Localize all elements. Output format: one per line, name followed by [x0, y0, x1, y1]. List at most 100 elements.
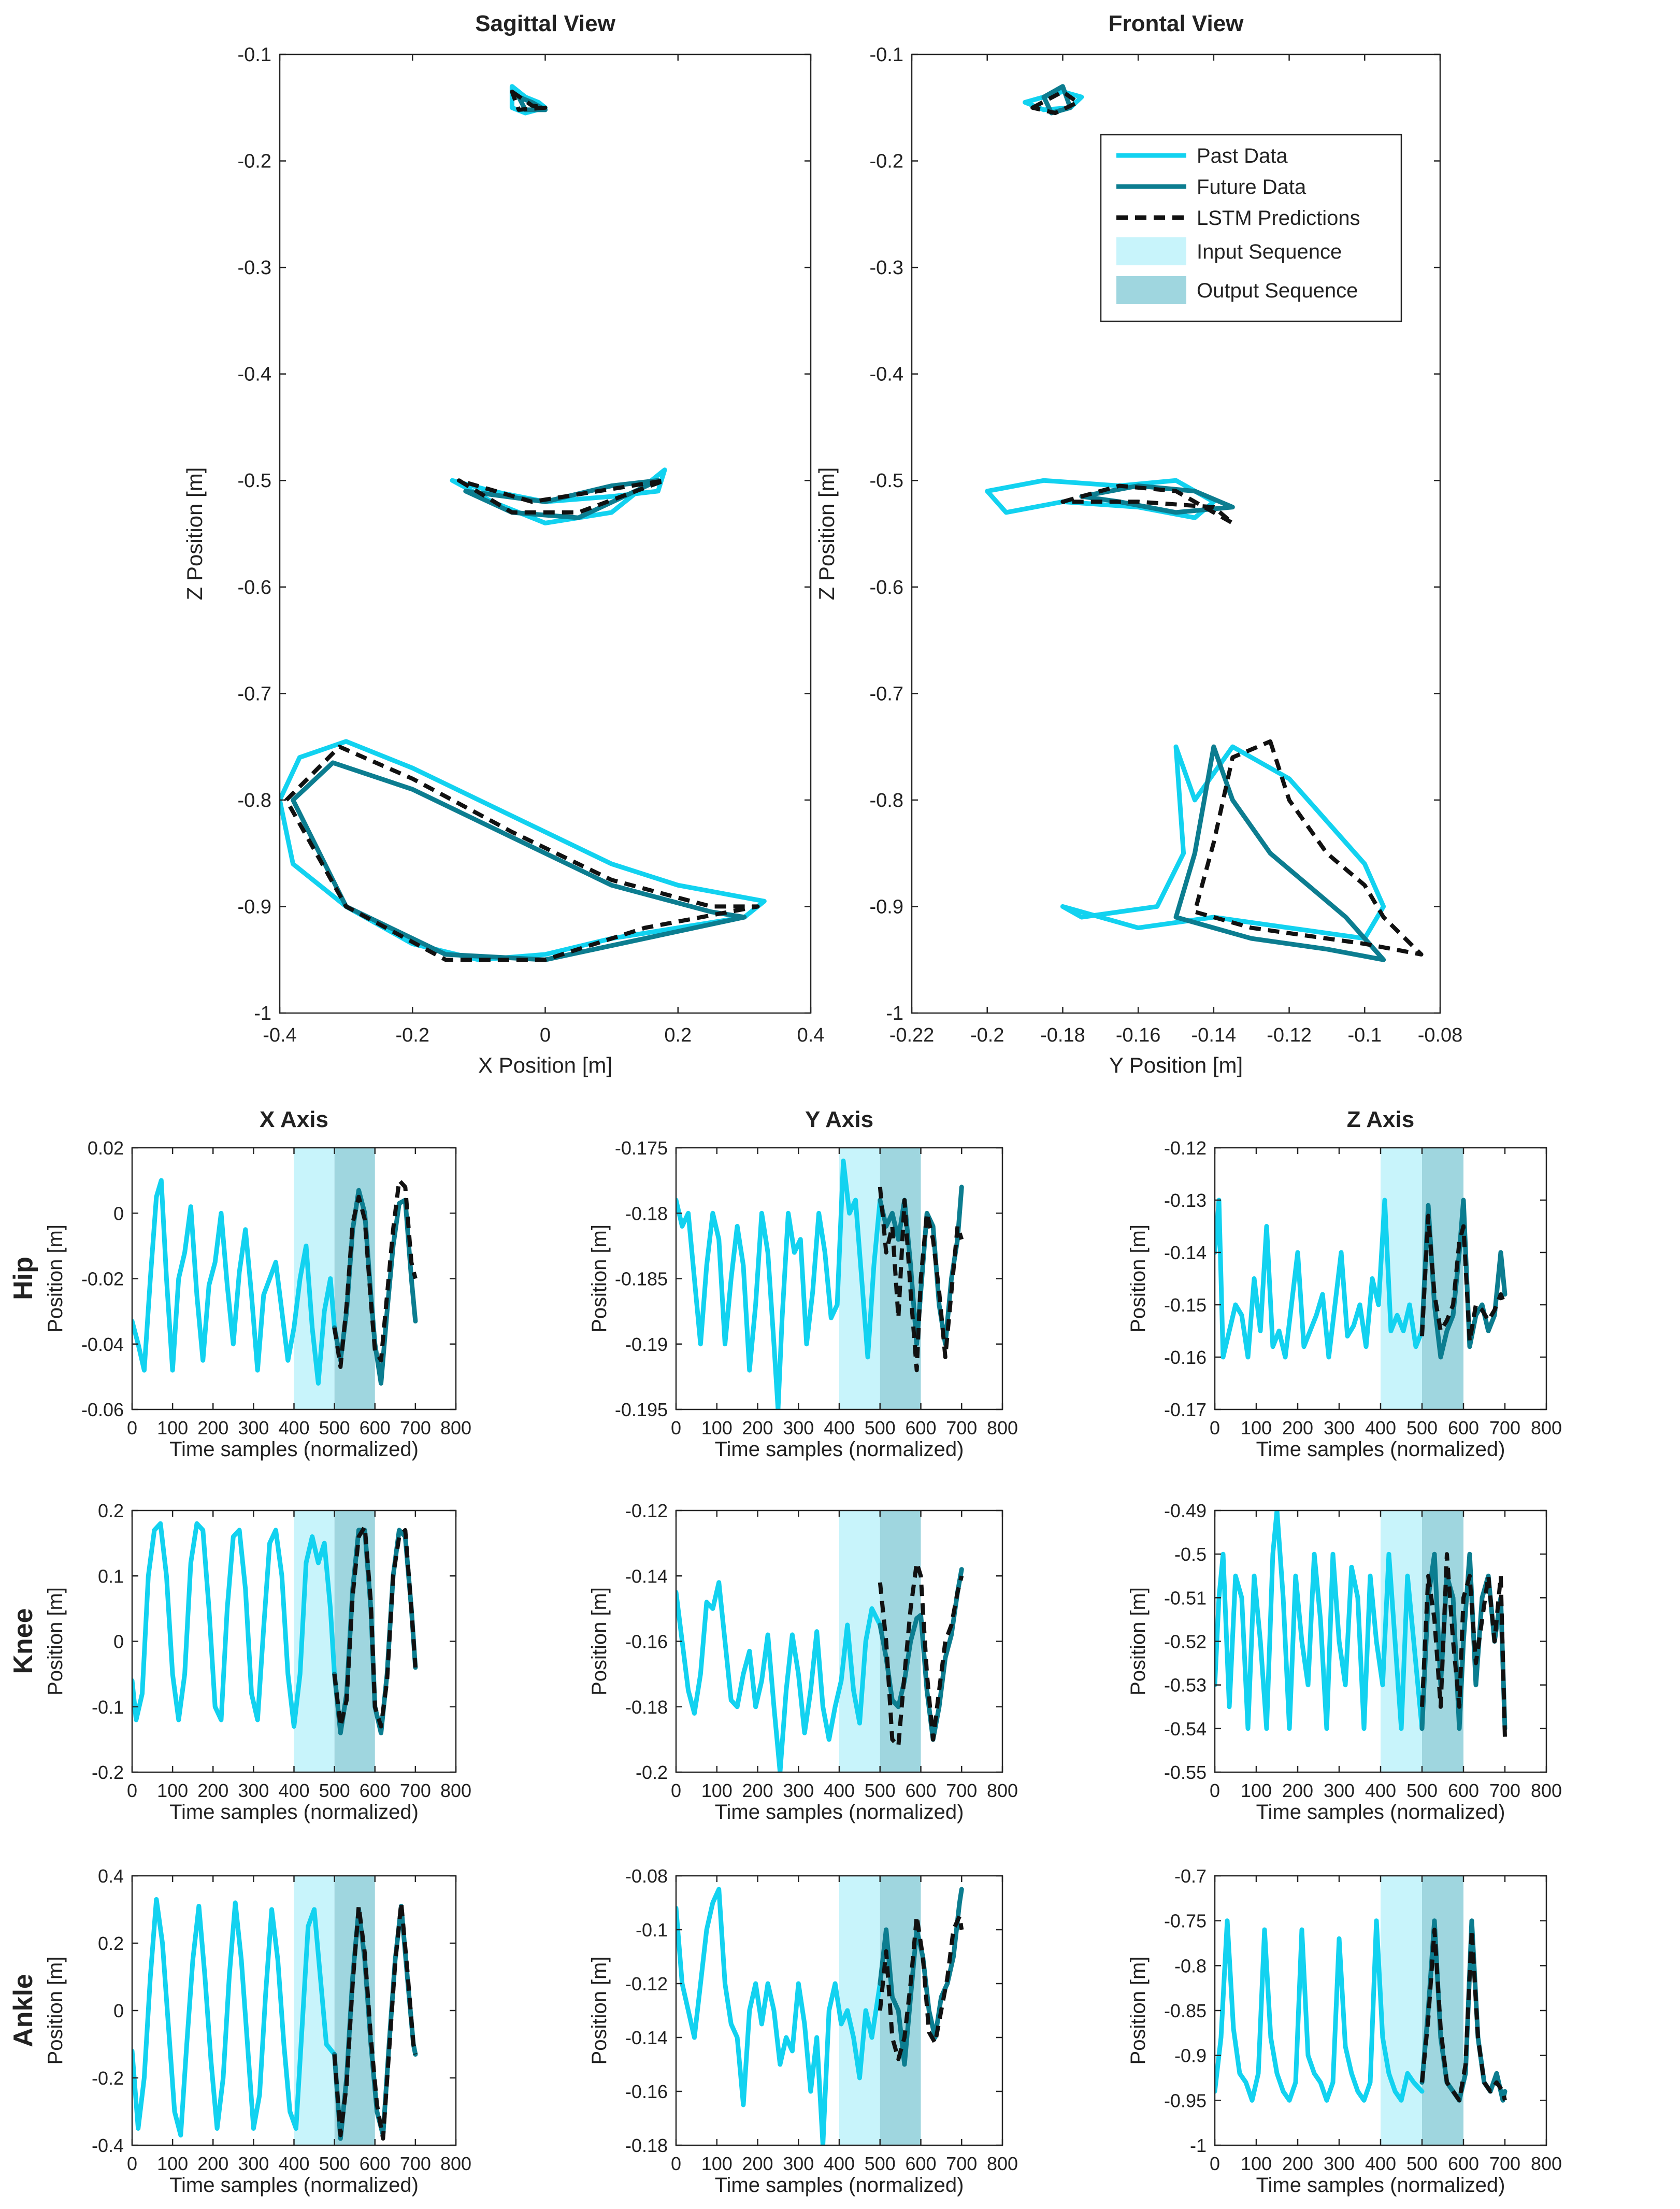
y-axis-label: Position [m]	[44, 1587, 67, 1695]
plot-area	[1215, 1918, 1507, 2103]
series-lstm-predictions-loop-2	[284, 745, 760, 962]
plot-area	[132, 1178, 418, 1386]
x-axis-label: Y Position [m]	[1109, 1053, 1243, 1077]
chart-title: X Axis	[260, 1107, 328, 1132]
x-tick-label: -0.12	[1267, 1024, 1312, 1046]
x-tick-label: 0	[671, 2153, 681, 2174]
y-tick-label: -0.3	[870, 257, 903, 279]
series-past-data	[676, 1158, 883, 1409]
x-tick-label: 200	[1282, 1780, 1313, 1801]
y-tick-label: -0.2	[92, 1762, 124, 1783]
y-tick-label: -0.12	[625, 1500, 668, 1521]
plot-area	[1215, 1510, 1507, 1737]
x-tick-label: 600	[360, 1780, 391, 1801]
legend-label-output: Output Sequence	[1197, 279, 1358, 302]
y-tick-label: -0.6	[238, 577, 271, 598]
axes-box	[279, 53, 812, 1014]
x-tick-label: 800	[987, 1780, 1018, 1801]
axes-box	[911, 53, 1441, 1014]
x-tick-label: 400	[1365, 1417, 1396, 1438]
y-tick-label: 0.2	[98, 1933, 124, 1954]
x-tick-label: 100	[701, 2153, 733, 2174]
x-tick-label: 100	[157, 2153, 188, 2174]
series-future-data-loop-0	[516, 94, 548, 112]
y-tick-label: 0.1	[98, 1565, 124, 1587]
y-tick-label: -0.13	[1164, 1190, 1207, 1211]
x-tick-label: 500	[865, 1417, 896, 1438]
x-tick-label: -0.1	[1348, 1024, 1382, 1046]
series-future-data-loop-2	[1173, 744, 1386, 962]
y-tick-label: -0.7	[870, 683, 903, 705]
y-tick-label: -0.4	[870, 364, 903, 386]
x-axis-label: Time samples (normalized)	[715, 1438, 964, 1461]
x-tick-label: 200	[1282, 1417, 1313, 1438]
x-tick-label: 100	[701, 1780, 733, 1801]
x-tick-label: 300	[1324, 1780, 1355, 1801]
x-tick-label: 200	[742, 1417, 773, 1438]
x-axis-label: Time samples (normalized)	[169, 1801, 419, 1823]
x-tick-label: 100	[157, 1417, 188, 1438]
series-past-data	[1215, 1918, 1425, 2103]
y-axis-label: Position [m]	[1127, 1957, 1150, 2065]
y-tick-label: -0.2	[238, 151, 271, 173]
x-tick-label: 0.4	[797, 1024, 825, 1046]
legend-label-input: Input Sequence	[1197, 240, 1342, 263]
chart-hip-y: 0 100 200 300 400 500 600 700 800 -0.195 -0.19 -0.1…	[588, 1107, 1018, 1461]
plot-area	[1215, 1198, 1507, 1360]
y-tick-label: -0.16	[1164, 1347, 1207, 1368]
x-tick-label: 100	[1241, 2153, 1272, 2174]
x-tick-label: 200	[197, 2153, 228, 2174]
y-tick-label: 0	[113, 1203, 124, 1224]
x-tick-label: -0.4	[263, 1024, 296, 1046]
y-tick-label: -0.12	[1164, 1137, 1207, 1159]
x-tick-label: 200	[742, 2153, 773, 2174]
y-tick-label: -0.2	[870, 151, 903, 173]
y-tick-label: -1	[254, 1003, 271, 1024]
y-tick-label: -0.14	[625, 2027, 668, 2048]
input-sequence-band	[1381, 1876, 1422, 2145]
y-tick-label: -0.04	[81, 1334, 124, 1355]
x-tick-label: 200	[1282, 2153, 1313, 2174]
x-axis-label: Time samples (normalized)	[715, 2174, 964, 2197]
x-tick-label: 500	[865, 1780, 896, 1801]
x-tick-label: 400	[278, 1780, 309, 1801]
row-label-ankle: Ankle	[8, 1974, 38, 2047]
y-tick-label: -0.16	[625, 2081, 668, 2102]
y-tick-label: 0.2	[98, 1500, 124, 1521]
y-tick-label: -0.4	[238, 364, 271, 386]
series-future-data	[878, 1887, 964, 2067]
x-axis-label: X Position [m]	[478, 1053, 612, 1077]
legend-swatch-output	[1116, 276, 1186, 304]
y-tick-label: -0.175	[615, 1137, 668, 1159]
y-tick-label: -0.8	[238, 790, 271, 811]
x-tick-label: 0	[127, 1417, 137, 1438]
y-axis-label: Z Position [m]	[182, 467, 207, 601]
x-tick-label: 800	[987, 1417, 1018, 1438]
x-tick-label: 700	[946, 2153, 977, 2174]
x-tick-label: 400	[824, 2153, 855, 2174]
y-tick-label: -0.53	[1164, 1675, 1207, 1696]
x-axis-label: Time samples (normalized)	[715, 1801, 964, 1823]
y-tick-label: -0.3	[238, 257, 271, 279]
y-tick-label: 0	[113, 2000, 124, 2021]
y-tick-label: -0.1	[92, 1697, 124, 1718]
chart-ankle-y: 0 100 200 300 400 500 600 700 800 -0.18 -0.16 -0.14…	[588, 1865, 1018, 2197]
y-axis-label: Position [m]	[44, 1957, 67, 2065]
series-past-data	[132, 1897, 337, 2137]
y-tick-label: 0.4	[98, 1865, 124, 1887]
x-tick-label: 500	[1406, 1417, 1438, 1438]
x-tick-label: -0.22	[889, 1024, 935, 1046]
x-tick-label: -0.08	[1418, 1024, 1463, 1046]
x-tick-label: 800	[1531, 2153, 1562, 2174]
legend-label-prediction: LSTM Predictions	[1197, 207, 1360, 230]
x-tick-label: 100	[701, 1417, 733, 1438]
x-tick-label: 200	[742, 1780, 773, 1801]
y-tick-label: -0.06	[81, 1399, 124, 1420]
x-tick-label: 500	[319, 2153, 350, 2174]
x-axis-label: Time samples (normalized)	[1256, 1801, 1505, 1823]
plot-area	[676, 1887, 964, 2145]
legend-label-future: Future Data	[1197, 176, 1306, 198]
x-tick-label: 400	[1365, 2153, 1396, 2174]
y-tick-label: -0.1	[870, 44, 903, 66]
y-tick-label: -0.52	[1164, 1631, 1207, 1652]
